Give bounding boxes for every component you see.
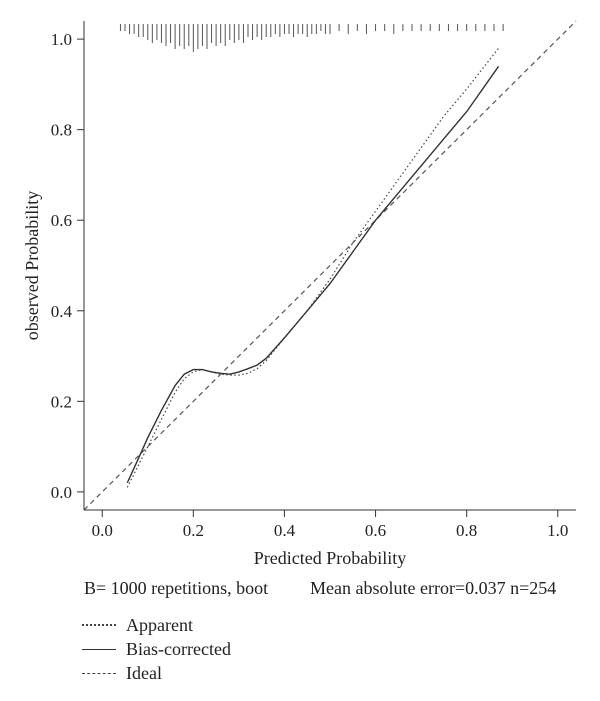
legend-label-bias-corrected: Bias-corrected bbox=[126, 638, 231, 659]
legend-label-ideal: Ideal bbox=[126, 662, 162, 683]
x-tick-label: 0.8 bbox=[456, 521, 477, 540]
y-axis-label: observed Probability bbox=[22, 191, 42, 340]
y-tick-label: 1.0 bbox=[51, 30, 72, 49]
series-group bbox=[126, 47, 500, 488]
legend-item-bias-corrected: Bias-corrected bbox=[82, 638, 231, 660]
apparent-curve bbox=[126, 47, 500, 488]
x-tick-label: 0.4 bbox=[274, 521, 296, 540]
legend-item-ideal: Ideal bbox=[82, 662, 162, 684]
axes-group: 0.0 0.2 0.4 0.6 0.8 1.0 0.0 0.2 0.4 0.6 0.8 1.0 bbox=[51, 21, 576, 540]
ideal-line-group bbox=[83, 20, 577, 511]
ideal-swatch bbox=[82, 672, 116, 674]
rug-marks bbox=[119, 24, 504, 52]
x-tick-label: 0.0 bbox=[92, 521, 113, 540]
legend-label-apparent: Apparent bbox=[126, 614, 193, 635]
calibration-chart: 0.0 0.2 0.4 0.6 0.8 1.0 0.0 0.2 0.4 0.6 0.8 1.0 Pre… bbox=[22, 20, 577, 568]
x-tick-label: 0.6 bbox=[365, 521, 386, 540]
x-tick-label: 1.0 bbox=[547, 521, 568, 540]
repetitions-note: B= 1000 repetitions, boot bbox=[84, 578, 269, 598]
y-tick-label: 0.4 bbox=[51, 302, 73, 321]
apparent-swatch bbox=[82, 624, 116, 626]
bias-corrected-swatch bbox=[82, 648, 116, 650]
y-tick-label: 0.0 bbox=[51, 483, 72, 502]
y-tick-label: 0.6 bbox=[51, 211, 72, 230]
y-tick-label: 0.8 bbox=[51, 121, 72, 140]
mean-absolute-error-note: Mean absolute error=0.037 n=254 bbox=[310, 578, 557, 598]
bias-corrected-curve bbox=[126, 65, 500, 484]
y-tick-label: 0.2 bbox=[51, 392, 72, 411]
x-tick-label: 0.2 bbox=[183, 521, 204, 540]
ideal-line bbox=[83, 20, 577, 511]
x-axis-label: Predicted Probability bbox=[254, 548, 406, 568]
legend-item-apparent: Apparent bbox=[82, 614, 193, 636]
